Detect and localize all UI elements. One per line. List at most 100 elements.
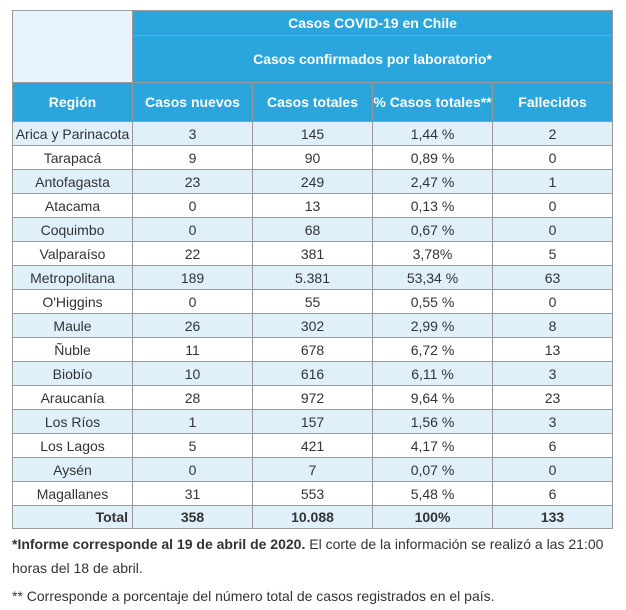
deaths: 6	[491, 481, 614, 506]
deaths: 0	[491, 145, 614, 170]
deaths: 0	[491, 217, 614, 242]
table-subtitle: Casos confirmados por laboratorio*	[131, 35, 614, 83]
table-row: Ñuble 11 678 6,72 % 13	[12, 337, 614, 362]
percent-total: 0,89 %	[372, 145, 493, 170]
table-row: Antofagasta 23 249 2,47 % 1	[12, 169, 614, 194]
table-row: Los Lagos 5 421 4,17 % 6	[12, 433, 614, 458]
percent-total: 0,67 %	[372, 217, 493, 242]
new-cases: 1	[132, 409, 253, 434]
region-name: Biobío	[12, 361, 133, 386]
region-name: Antofagasta	[12, 169, 133, 194]
total-percent: 100%	[372, 505, 493, 529]
deaths: 23	[491, 385, 614, 410]
region-name: Arica y Parinacota	[12, 121, 133, 146]
table-row: Araucanía 28 972 9,64 % 23	[12, 385, 614, 410]
footnote-percentage: ** Corresponde a porcentaje del número t…	[12, 588, 495, 604]
new-cases: 10	[132, 361, 253, 386]
region-name: Valparaíso	[12, 241, 133, 266]
region-name: Magallanes	[12, 481, 133, 506]
total-cases: 90	[252, 145, 373, 170]
new-cases: 9	[132, 145, 253, 170]
region-name: Los Ríos	[12, 409, 133, 434]
deaths: 3	[491, 409, 614, 434]
deaths: 2	[491, 121, 614, 146]
new-cases: 23	[132, 169, 253, 194]
percent-total: 2,99 %	[372, 313, 493, 338]
header-total-cases: Casos totales	[252, 82, 373, 122]
header-corner-cell	[12, 10, 133, 83]
table-row: Metropolitana 189 5.381 53,34 % 63	[12, 265, 614, 290]
percent-total: 0,13 %	[372, 193, 493, 218]
footnote-report-date-bold: *Informe corresponde al 19 de abril de 2…	[12, 536, 306, 552]
percent-total: 0,07 %	[372, 457, 493, 482]
header-new-cases: Casos nuevos	[132, 82, 253, 122]
total-cases: 421	[252, 433, 373, 458]
region-name: Aysén	[12, 457, 133, 482]
percent-total: 2,47 %	[372, 169, 493, 194]
percent-total: 53,34 %	[372, 265, 493, 290]
percent-total: 1,56 %	[372, 409, 493, 434]
table-row: Aysén 0 7 0,07 % 0	[12, 457, 614, 482]
deaths: 1	[491, 169, 614, 194]
table-row: Coquimbo 0 68 0,67 % 0	[12, 217, 614, 242]
deaths: 5	[491, 241, 614, 266]
footnote-report-date: *Informe corresponde al 19 de abril de 2…	[12, 532, 612, 580]
region-name: Coquimbo	[12, 217, 133, 242]
header-percent-total: % Casos totales**	[372, 82, 493, 122]
covid-cases-table: Casos COVID-19 en Chile Casos confirmado…	[12, 10, 614, 529]
deaths: 13	[491, 337, 614, 362]
percent-total: 1,44 %	[372, 121, 493, 146]
total-cases: 553	[252, 481, 373, 506]
total-cases: 678	[252, 337, 373, 362]
footnote-report-date-rest: El corte de la información se realizó a …	[12, 536, 604, 576]
total-new-cases: 358	[132, 505, 253, 529]
total-cases: 7	[252, 457, 373, 482]
deaths: 0	[491, 457, 614, 482]
table-row: Magallanes 31 553 5,48 % 6	[12, 481, 614, 506]
total-cases: 249	[252, 169, 373, 194]
deaths: 0	[491, 193, 614, 218]
percent-total: 4,17 %	[372, 433, 493, 458]
new-cases: 28	[132, 385, 253, 410]
total-cases: 972	[252, 385, 373, 410]
percent-total: 5,48 %	[372, 481, 493, 506]
total-cases: 302	[252, 313, 373, 338]
new-cases: 31	[132, 481, 253, 506]
table-row: Arica y Parinacota 3 145 1,44 % 2	[12, 121, 614, 146]
new-cases: 0	[132, 457, 253, 482]
total-label: Total	[12, 505, 133, 529]
new-cases: 26	[132, 313, 253, 338]
footnotes: *Informe corresponde al 19 de abril de 2…	[12, 532, 612, 608]
header-deaths: Fallecidos	[491, 82, 614, 122]
table-row: Biobío 10 616 6,11 % 3	[12, 361, 614, 386]
table-row: O'Higgins 0 55 0,55 % 0	[12, 289, 614, 314]
new-cases: 5	[132, 433, 253, 458]
table-row: Los Ríos 1 157 1,56 % 3	[12, 409, 614, 434]
table-row: Valparaíso 22 381 3,78% 5	[12, 241, 614, 266]
new-cases: 3	[132, 121, 253, 146]
region-name: Maule	[12, 313, 133, 338]
region-name: O'Higgins	[12, 289, 133, 314]
deaths: 63	[491, 265, 614, 290]
total-cases: 381	[252, 241, 373, 266]
deaths: 8	[491, 313, 614, 338]
total-cases: 13	[252, 193, 373, 218]
percent-total: 3,78%	[372, 241, 493, 266]
region-name: Ñuble	[12, 337, 133, 362]
total-cases: 145	[252, 121, 373, 146]
percent-total: 9,64 %	[372, 385, 493, 410]
region-name: Tarapacá	[12, 145, 133, 170]
new-cases: 0	[132, 289, 253, 314]
region-name: Araucanía	[12, 385, 133, 410]
new-cases: 0	[132, 217, 253, 242]
deaths: 3	[491, 361, 614, 386]
percent-total: 6,11 %	[372, 361, 493, 386]
table-row: Maule 26 302 2,99 % 8	[12, 313, 614, 338]
deaths: 0	[491, 289, 614, 314]
total-cases: 616	[252, 361, 373, 386]
total-deaths: 133	[491, 505, 614, 529]
table-row: Tarapacá 9 90 0,89 % 0	[12, 145, 614, 170]
new-cases: 22	[132, 241, 253, 266]
total-cases: 68	[252, 217, 373, 242]
new-cases: 0	[132, 193, 253, 218]
